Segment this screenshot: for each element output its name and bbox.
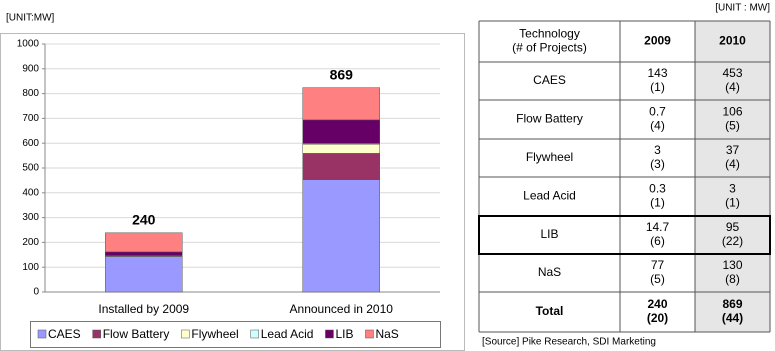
y-tick-label: 300 <box>22 212 39 223</box>
table-cell: 37 <box>726 143 740 157</box>
y-tick-label: 0 <box>33 287 39 298</box>
table-cell: 95 <box>726 220 740 234</box>
table-cell: 77 <box>651 258 665 272</box>
chart-frame <box>0 33 465 351</box>
legend-label: Flywheel <box>191 327 238 341</box>
bar-segment <box>105 256 183 293</box>
y-tick-label: 400 <box>22 187 39 198</box>
table-unit: [UNIT : MW] <box>715 3 770 14</box>
row-label: LIB <box>540 227 558 241</box>
y-tick-label: 500 <box>22 163 39 174</box>
row-label: CAES <box>533 73 566 87</box>
bar-segment <box>302 179 380 293</box>
y-tick-label: 100 <box>22 262 39 273</box>
total-label: 869 <box>330 66 354 82</box>
table-cell: (6) <box>650 234 665 248</box>
legend-swatch <box>92 329 101 339</box>
legend-swatch <box>37 329 47 339</box>
y-tick-label: 700 <box>22 113 39 124</box>
y-tick-label: 600 <box>22 138 39 149</box>
row-label: Lead Acid <box>523 189 576 203</box>
table-cell: 0.7 <box>649 105 666 119</box>
y-tick-label: 200 <box>22 237 39 248</box>
table-cell: (4) <box>725 157 740 171</box>
bar-segment <box>302 119 380 144</box>
legend-label: LIB <box>335 327 353 341</box>
table-cell: (44) <box>722 311 743 325</box>
legend-label: Lead Acid <box>261 327 314 341</box>
table-cell: (5) <box>725 119 740 133</box>
bar-segment <box>302 143 380 154</box>
legend-box <box>30 321 441 348</box>
row-label: Total <box>536 304 564 318</box>
bar-segment <box>105 251 183 256</box>
legend-label: Flow Battery <box>103 327 170 341</box>
table-cell: (5) <box>650 272 665 286</box>
legend-label: NaS <box>375 327 398 341</box>
row-label: Flow Battery <box>516 112 583 126</box>
table-cell: (8) <box>725 272 740 286</box>
table-cell: 869 <box>722 297 742 311</box>
row-label: NaS <box>538 265 561 279</box>
table-cell: 143 <box>647 66 667 80</box>
row-label: Flywheel <box>526 150 573 164</box>
table-cell: (1) <box>725 196 740 210</box>
table-cell: 3 <box>729 182 736 196</box>
x-tick-label: Installed by 2009 <box>98 302 189 316</box>
legend-label: CAES <box>48 327 81 341</box>
table-cell: 240 <box>647 297 667 311</box>
table-cell: (4) <box>725 80 740 94</box>
table-cell: 453 <box>722 66 742 80</box>
table-cell: (4) <box>650 119 665 133</box>
table-header: Technology <box>519 27 580 41</box>
bar-segment <box>302 87 380 121</box>
highlight-box <box>478 215 771 255</box>
table-cell: 130 <box>722 258 742 272</box>
table-header: (# of Projects) <box>512 41 587 55</box>
legend-swatch <box>250 329 259 339</box>
table-cell: 14.7 <box>646 220 670 234</box>
table-cell: 106 <box>722 105 742 119</box>
table-cell: 3 <box>654 143 661 157</box>
table-cell: (1) <box>650 196 665 210</box>
source-note: [Source] Pike Research, SDI Marketing <box>482 337 656 348</box>
table-cell: (20) <box>647 311 668 325</box>
y-tick-label: 900 <box>22 63 39 74</box>
total-label: 240 <box>132 212 156 228</box>
table-cell: (1) <box>650 80 665 94</box>
legend-swatch <box>325 329 334 339</box>
table-cell: 0.3 <box>649 182 666 196</box>
unit-label: [UNIT:MW] <box>6 13 55 24</box>
table-cell: (22) <box>722 234 743 248</box>
legend-swatch <box>365 329 374 339</box>
table-cell: (3) <box>650 157 665 171</box>
x-tick-label: Announced in 2010 <box>290 302 394 316</box>
table-header: 2010 <box>719 34 746 48</box>
table-header: 2009 <box>644 34 671 48</box>
bar-segment <box>302 153 380 180</box>
y-tick-label: 1000 <box>17 39 40 50</box>
y-tick-label: 800 <box>22 88 39 99</box>
bar-segment <box>105 232 183 253</box>
legend-swatch <box>181 329 190 339</box>
